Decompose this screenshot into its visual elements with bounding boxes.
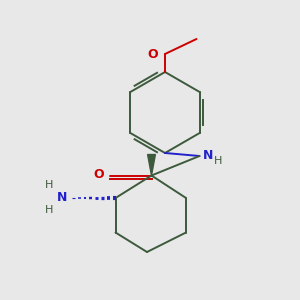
Text: O: O: [147, 47, 158, 61]
Text: N: N: [57, 190, 68, 204]
Text: N: N: [203, 149, 214, 162]
Text: H: H: [45, 180, 54, 190]
Text: H: H: [214, 155, 222, 166]
Polygon shape: [148, 154, 155, 176]
Text: H: H: [45, 205, 54, 215]
Text: O: O: [94, 168, 104, 181]
